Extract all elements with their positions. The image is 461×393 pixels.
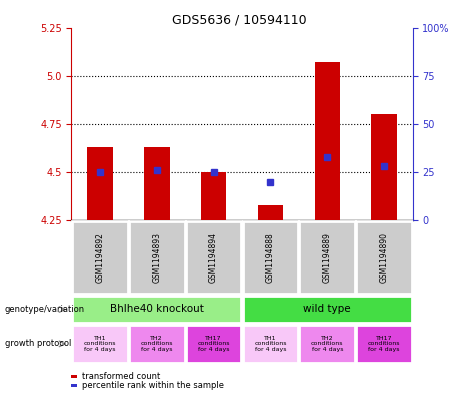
Text: growth protocol: growth protocol [5, 340, 71, 348]
Bar [129, 221, 184, 294]
Text: GSM1194894: GSM1194894 [209, 232, 218, 283]
Bar [300, 325, 355, 363]
Text: genotype/variation: genotype/variation [5, 305, 85, 314]
Text: TH1
conditions
for 4 days: TH1 conditions for 4 days [83, 336, 116, 352]
Bar [71, 384, 77, 387]
Bar [201, 172, 226, 220]
Bar [129, 325, 184, 363]
Text: GSM1194892: GSM1194892 [95, 232, 104, 283]
Text: TH2
conditions
for 4 days: TH2 conditions for 4 days [311, 336, 343, 352]
Text: percentile rank within the sample: percentile rank within the sample [82, 382, 224, 390]
Bar [258, 205, 283, 220]
Bar [356, 325, 412, 363]
Bar [87, 147, 112, 220]
Bar [144, 147, 170, 220]
Text: TH2
conditions
for 4 days: TH2 conditions for 4 days [141, 336, 173, 352]
Text: GSM1194893: GSM1194893 [152, 232, 161, 283]
Bar [72, 325, 128, 363]
Text: TH17
conditions
for 4 days: TH17 conditions for 4 days [197, 336, 230, 352]
Bar [356, 221, 412, 294]
Bar [186, 325, 242, 363]
Bar [72, 296, 242, 323]
Bar [314, 62, 340, 220]
Bar [71, 375, 77, 378]
Bar [242, 296, 412, 323]
Text: TH1
conditions
for 4 days: TH1 conditions for 4 days [254, 336, 287, 352]
Text: Bhlhe40 knockout: Bhlhe40 knockout [110, 304, 204, 314]
Text: GSM1194890: GSM1194890 [380, 232, 389, 283]
Bar [242, 221, 298, 294]
Text: GSM1194889: GSM1194889 [323, 232, 332, 283]
Text: GDS5636 / 10594110: GDS5636 / 10594110 [172, 14, 307, 27]
Bar [372, 114, 397, 220]
Text: GSM1194888: GSM1194888 [266, 232, 275, 283]
Text: TH17
conditions
for 4 days: TH17 conditions for 4 days [368, 336, 401, 352]
Bar [242, 325, 298, 363]
Text: transformed count: transformed count [82, 373, 160, 381]
Bar [300, 221, 355, 294]
Bar [186, 221, 242, 294]
Text: wild type: wild type [303, 304, 351, 314]
Bar [72, 221, 128, 294]
